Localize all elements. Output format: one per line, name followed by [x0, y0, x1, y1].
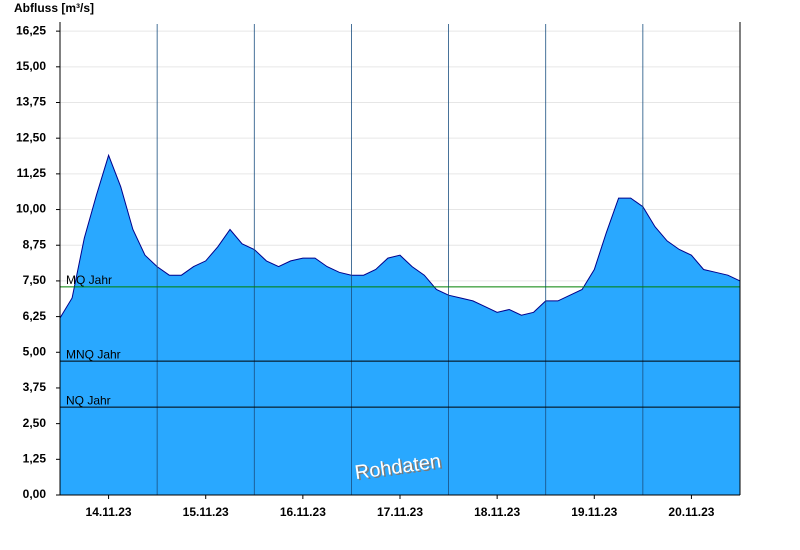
y-axis-title: Abfluss [m³/s]	[14, 1, 94, 15]
reference-label: MQ Jahr	[66, 273, 112, 287]
y-tick-label: 16,25	[16, 23, 46, 37]
y-tick-label: 13,75	[16, 95, 46, 109]
x-tick-label: 19.11.23	[571, 505, 617, 519]
x-tick-label: 16.11.23	[280, 505, 326, 519]
y-tick-label: 0,00	[23, 487, 47, 501]
x-tick-label: 20.11.23	[668, 505, 714, 519]
x-tick-label: 17.11.23	[377, 505, 423, 519]
reference-label: MNQ Jahr	[66, 347, 121, 361]
y-tick-label: 8,75	[23, 237, 47, 251]
area	[60, 155, 740, 496]
reference-label: NQ Jahr	[66, 393, 111, 407]
y-tick-label: 3,75	[23, 380, 47, 394]
y-tick-label: 1,25	[23, 451, 47, 465]
area-line	[59, 153, 741, 319]
y-tick-label: 7,50	[23, 273, 47, 287]
y-tick-label: 6,25	[23, 309, 47, 323]
y-tick-label: 11,25	[17, 166, 47, 180]
y-tick-label: 10,00	[16, 202, 46, 216]
y-tick-label: 15,00	[16, 59, 46, 73]
x-tick-label: 15.11.23	[183, 505, 229, 519]
x-tick-label: 18.11.23	[474, 505, 520, 519]
x-tick-label: 14.11.23	[86, 505, 132, 519]
y-tick-label: 2,50	[23, 416, 47, 430]
y-tick-label: 12,50	[16, 130, 46, 144]
y-tick-label: 5,00	[23, 344, 47, 358]
